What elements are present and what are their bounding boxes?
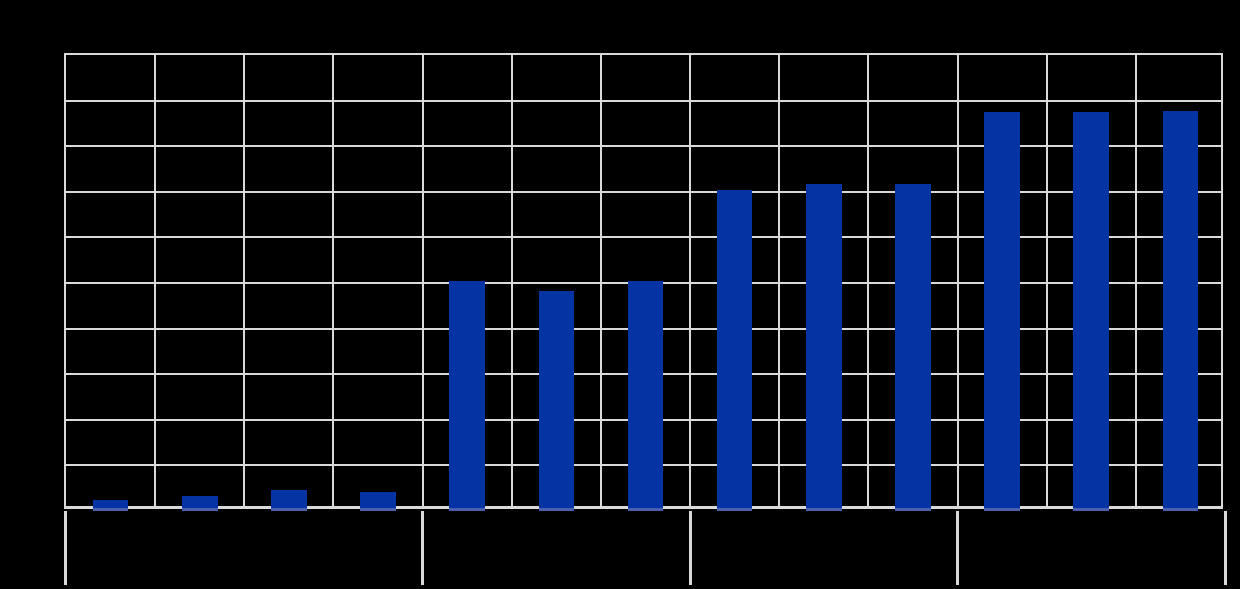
y-gridline [66, 99, 1221, 102]
x-gridline [154, 55, 157, 506]
y-gridline [66, 190, 1221, 193]
x-gridline [599, 55, 602, 506]
x-gridline [1134, 55, 1137, 506]
bar [627, 280, 664, 511]
x-gridline [778, 55, 781, 506]
x-gridline [332, 55, 335, 506]
x-axis-group-tick [688, 511, 692, 585]
plot-area [64, 53, 1227, 585]
bar [360, 491, 396, 511]
bar [1162, 111, 1199, 511]
x-gridline [1045, 55, 1048, 506]
x-gridline [510, 55, 513, 506]
x-gridline [243, 55, 246, 506]
x-gridline [956, 55, 959, 506]
bar [984, 112, 1020, 511]
x-axis-group-tick [64, 511, 67, 585]
bar [271, 490, 307, 511]
bar [805, 184, 842, 511]
bar [449, 280, 486, 511]
bar [895, 183, 931, 511]
bar [538, 290, 575, 511]
x-gridline [689, 55, 692, 506]
x-axis-group-tick [421, 511, 425, 585]
x-gridline [867, 55, 870, 506]
bar [1073, 112, 1110, 511]
bar [181, 495, 218, 511]
x-axis-group-tick [956, 511, 960, 585]
y-gridline [66, 145, 1221, 148]
bar [92, 499, 129, 511]
x-gridline [421, 55, 424, 506]
y-gridline [66, 236, 1221, 239]
bar [716, 189, 753, 511]
x-axis-group-tick [1224, 511, 1227, 585]
